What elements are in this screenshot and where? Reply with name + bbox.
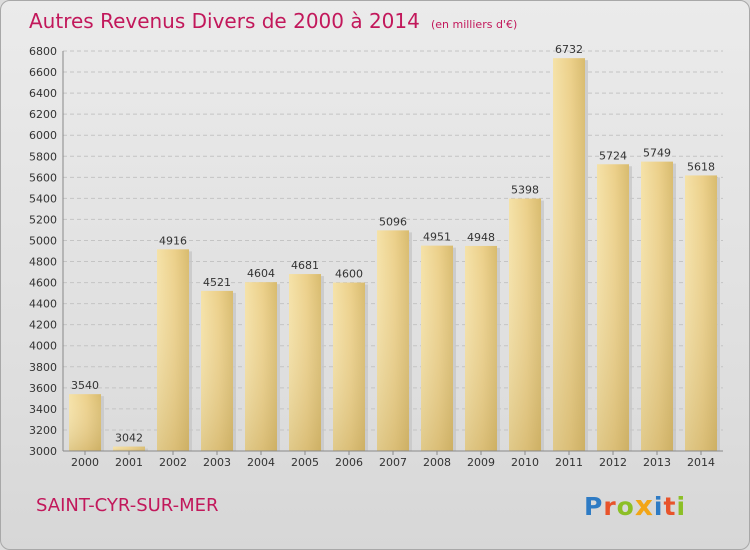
chart-title-main: Autres Revenus Divers de 2000 à 2014 [29,9,420,33]
data-label: 5096 [379,215,407,228]
data-label: 3540 [71,379,99,392]
bar-shadow [233,292,236,451]
bar-shade [113,446,145,451]
y-tick-label: 4000 [29,340,57,353]
bar-shadow [717,177,720,451]
y-tick-label: 4200 [29,319,57,332]
y-tick-label: 6600 [29,66,57,79]
data-label: 5398 [511,184,539,197]
bar-shadow [629,166,632,451]
x-tick-label: 2010 [511,456,539,469]
y-tick-label: 3400 [29,403,57,416]
y-tick-label: 5000 [29,234,57,247]
y-tick-label: 5400 [29,192,57,205]
bar-shade [201,290,233,451]
data-label: 4916 [159,234,187,247]
x-tick-label: 2000 [71,456,99,469]
x-tick-label: 2009 [467,456,495,469]
chart-title-unit: (en milliers d'€) [430,18,518,31]
x-tick-label: 2005 [291,456,319,469]
logo-letter: i [653,492,664,521]
data-label: 4604 [247,267,275,280]
y-tick-label: 6800 [29,45,57,58]
bar-shade [509,198,541,451]
y-tick-label: 5200 [29,213,57,226]
bar-shadow [277,284,280,451]
x-tick-label: 2004 [247,456,275,469]
bar-shade [69,394,101,451]
data-label: 4681 [291,259,319,272]
bar-shade [289,274,321,451]
bar-shadow [585,60,588,451]
x-tick-label: 2013 [643,456,671,469]
bar-shade [641,161,673,451]
logo-letter: t [663,492,677,521]
y-tick-label: 3800 [29,361,57,374]
y-tick-label: 4400 [29,298,57,311]
x-tick-label: 2007 [379,456,407,469]
data-label: 5749 [643,147,671,160]
y-tick-label: 6400 [29,87,57,100]
bar-shadow [541,200,544,451]
bar-layer [69,58,720,451]
x-tick-label: 2003 [203,456,231,469]
bar-shade [553,58,585,451]
data-label: 4521 [203,276,231,289]
bar-shadow [365,284,368,451]
data-label: 5724 [599,149,627,162]
data-label: 6732 [555,43,583,56]
logo-letter: i [676,492,687,521]
x-tick-label: 2012 [599,456,627,469]
data-label: 4600 [335,268,363,281]
logo-letter: o [616,492,635,521]
proxiti-logo: Proxiti [584,489,686,522]
y-tick-label: 5800 [29,150,57,163]
bar-shade [245,282,277,451]
x-tick-label: 2001 [115,456,143,469]
bar-shade [597,164,629,451]
commune-name: SAINT-CYR-SUR-MER [36,495,219,516]
data-label: 5618 [687,160,715,173]
bar-shade [421,245,453,451]
x-tick-label: 2006 [335,456,363,469]
data-label: 4948 [467,231,495,244]
y-tick-label: 4800 [29,256,57,269]
bar-shade [157,249,189,451]
logo-letter: x [634,489,654,522]
bar-shadow [189,251,192,451]
bar-shade [377,230,409,451]
y-tick-label: 3200 [29,424,57,437]
data-label: 4951 [423,231,451,244]
bar-shadow [673,163,676,451]
bar-shadow [101,396,104,451]
bar-chart: 3540 3042 4916 4521 4604 4681 4600 5096 4951 4948… [29,43,723,469]
bar-shade [465,245,497,451]
y-tick-label: 5600 [29,171,57,184]
y-tick-label: 3000 [29,445,57,458]
bar-shadow [497,247,500,451]
x-tick-label: 2011 [555,456,583,469]
axis-layer: 3000 3200 3400 3600 3800 4000 4200 4400 4600 4800… [29,45,723,469]
y-tick-label: 6200 [29,108,57,121]
y-tick-label: 4600 [29,277,57,290]
x-tick-label: 2014 [687,456,715,469]
bar-shade [685,175,717,451]
logo-letter: r [603,492,617,521]
data-label: 3042 [115,432,143,445]
bar-shade [333,282,365,451]
label-layer: 3540 3042 4916 4521 4604 4681 4600 5096 4951 4948… [71,43,715,444]
logo-letter: P [584,492,604,521]
x-tick-label: 2002 [159,456,187,469]
x-tick-label: 2008 [423,456,451,469]
y-tick-label: 3600 [29,382,57,395]
y-tick-label: 6000 [29,129,57,142]
bar-shadow [145,448,148,451]
chart-title: Autres Revenus Divers de 2000 à 2014 (en… [29,9,517,33]
bar-shadow [409,232,412,451]
bar-shadow [453,247,456,451]
bar-shadow [321,276,324,451]
